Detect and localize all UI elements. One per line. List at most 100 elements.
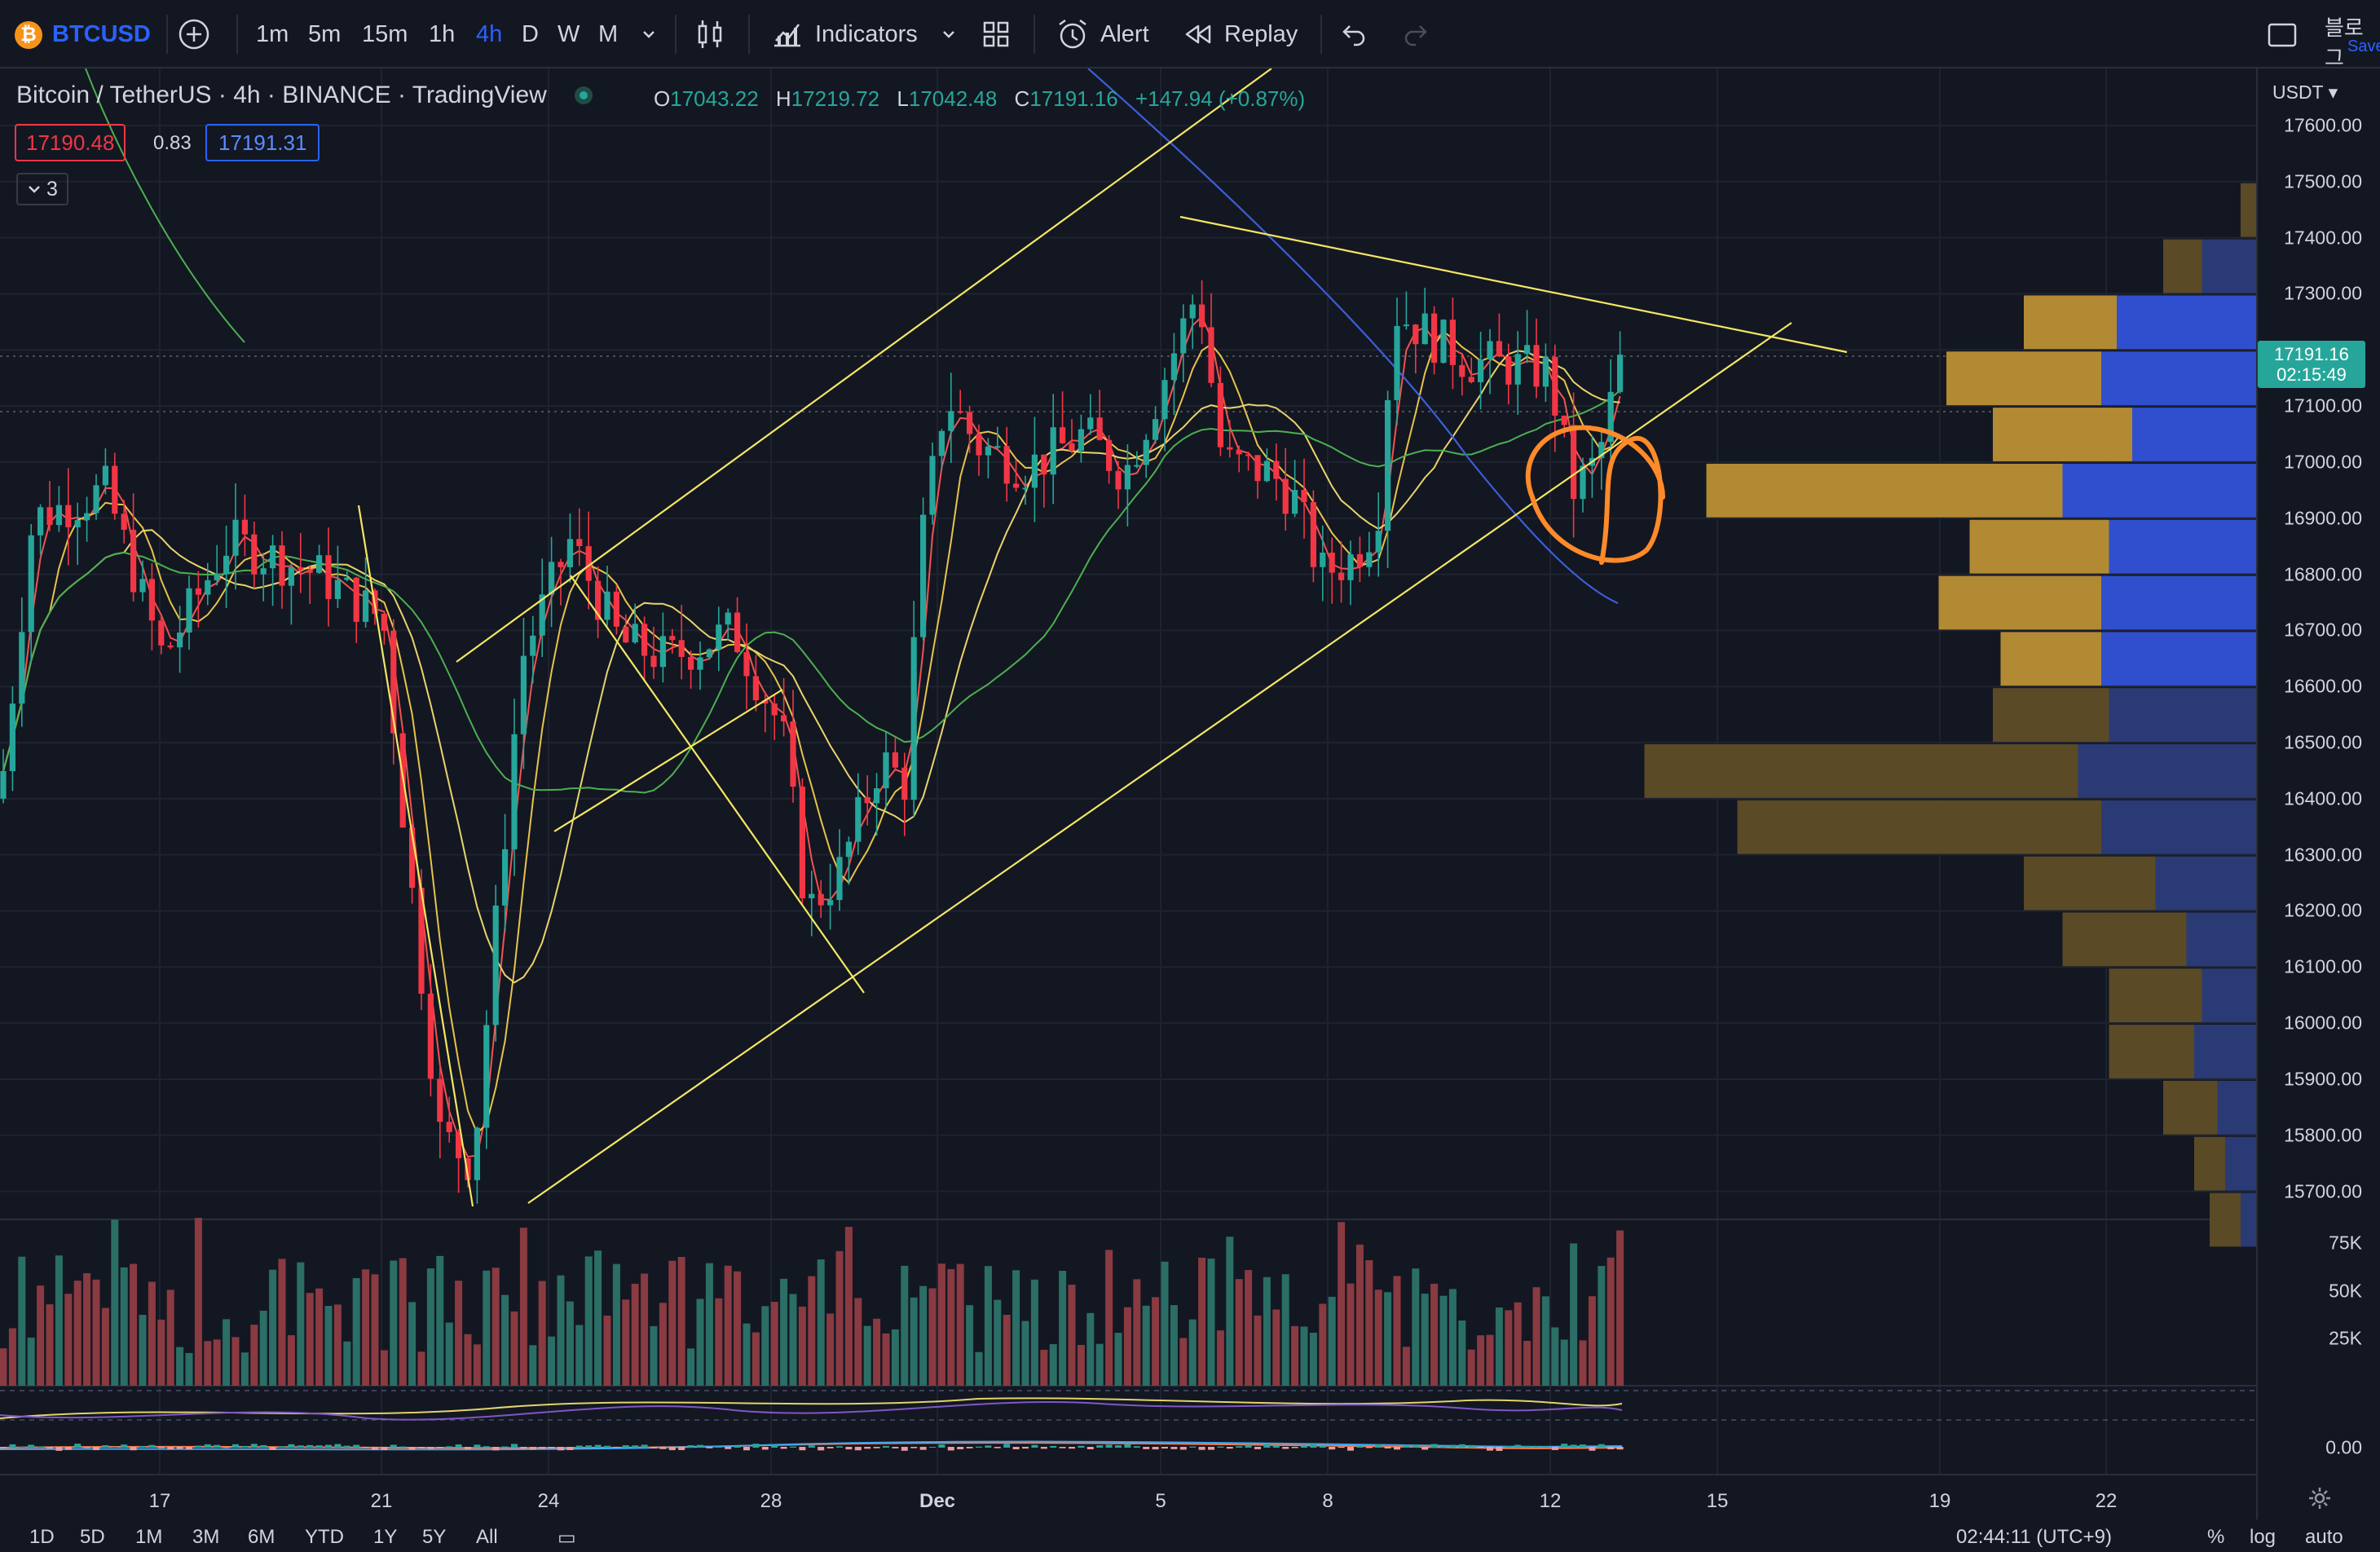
macd-histogram-bar bbox=[548, 1447, 555, 1448]
macd-histogram-bar bbox=[1115, 1445, 1122, 1448]
macd-histogram-bar bbox=[250, 1444, 258, 1448]
indicator-templates-chevron-icon[interactable] bbox=[939, 0, 959, 68]
calendar-icon[interactable]: ▭ bbox=[558, 1527, 576, 1549]
candle-body bbox=[167, 645, 174, 648]
interval-4h[interactable]: 4h bbox=[476, 20, 503, 47]
range-3m[interactable]: 3M bbox=[192, 1526, 220, 1548]
bottom-bar: 1D 5D 1M 3M 6M YTD 1Y 5Y All ▭ 02:44:11 … bbox=[0, 1519, 2380, 1552]
range-all[interactable]: All bbox=[476, 1526, 498, 1548]
alarm-clock-icon bbox=[1059, 19, 1086, 49]
macd-histogram-bar bbox=[910, 1447, 918, 1448]
vp-bar-sell bbox=[2109, 1025, 2194, 1078]
volume-bar bbox=[882, 1333, 890, 1386]
interval-1h[interactable]: 1h bbox=[429, 20, 456, 47]
macd-histogram-bar bbox=[1022, 1447, 1029, 1449]
price-chart[interactable] bbox=[0, 68, 2256, 1519]
symbol-search-button[interactable]: BTCUSD bbox=[52, 20, 151, 47]
macd-histogram-bar bbox=[1245, 1444, 1252, 1448]
volume-bar bbox=[519, 1228, 527, 1386]
macd-histogram-bar bbox=[1347, 1447, 1354, 1451]
candle-body bbox=[604, 591, 610, 620]
volume-bar bbox=[891, 1329, 899, 1386]
interval-dropdown-chevron-icon[interactable] bbox=[639, 0, 659, 68]
log-toggle[interactable]: log bbox=[2250, 1526, 2276, 1548]
macd-histogram-bar bbox=[1263, 1444, 1271, 1448]
indicators-collapse-button[interactable]: 3 bbox=[16, 173, 68, 205]
candle-body bbox=[650, 655, 657, 668]
range-6m[interactable]: 6M bbox=[248, 1526, 275, 1548]
vp-bar-sell bbox=[2241, 183, 2256, 237]
macd-histogram-bar bbox=[167, 1447, 174, 1450]
sell-price-button[interactable]: 17190.48 bbox=[15, 124, 126, 161]
candle-body bbox=[1487, 341, 1493, 359]
open-key: O bbox=[654, 86, 671, 111]
undo-button[interactable] bbox=[1340, 0, 1369, 68]
redo-button[interactable] bbox=[1400, 0, 1430, 68]
volume-tick: 25K bbox=[2329, 1327, 2362, 1349]
macd-histogram-bar bbox=[539, 1447, 546, 1449]
macd-histogram-bar bbox=[1329, 1447, 1336, 1450]
fullscreen-button[interactable] bbox=[2266, 0, 2298, 68]
interval-15m[interactable]: 15m bbox=[362, 20, 408, 47]
candle-body bbox=[985, 446, 991, 456]
macd-histogram-bar bbox=[1580, 1444, 1586, 1448]
vp-bar-buy bbox=[2241, 1193, 2256, 1247]
interval-w[interactable]: W bbox=[558, 20, 580, 47]
macd-histogram-bar bbox=[1523, 1445, 1531, 1448]
macd-histogram-bar bbox=[1078, 1445, 1085, 1448]
macd-histogram-bar bbox=[697, 1444, 703, 1448]
range-1d[interactable]: 1D bbox=[29, 1526, 55, 1548]
volume-bar bbox=[417, 1351, 425, 1386]
time-axis[interactable]: 17 21 24 28 Dec 5 8 12 15 19 22 bbox=[0, 1474, 2256, 1519]
volume-bar bbox=[1346, 1283, 1355, 1386]
percent-toggle[interactable]: % bbox=[2207, 1526, 2225, 1548]
interval-5m[interactable]: 5m bbox=[308, 20, 342, 47]
indicators-button[interactable]: Indicators bbox=[771, 0, 918, 68]
compare-add-button[interactable] bbox=[176, 0, 212, 68]
clock-label[interactable]: 02:44:11 (UTC+9) bbox=[1956, 1526, 2112, 1548]
candle-body bbox=[920, 514, 927, 637]
korean-label[interactable]: 블로그 bbox=[2325, 15, 2364, 70]
alert-button[interactable]: Alert bbox=[1055, 0, 1149, 68]
volume-bar bbox=[1309, 1333, 1317, 1386]
interval-m[interactable]: M bbox=[598, 20, 619, 47]
currency-selector[interactable]: USDT ▾ bbox=[2272, 82, 2338, 103]
symbol-legend[interactable]: Bitcoin / TetherUS · 4h · BINANCE · Trad… bbox=[16, 82, 593, 109]
candle-body bbox=[1199, 304, 1205, 328]
auto-toggle[interactable]: auto bbox=[2305, 1526, 2343, 1548]
candle-body bbox=[818, 893, 824, 906]
range-5d[interactable]: 5D bbox=[80, 1526, 105, 1548]
replay-button[interactable]: Replay bbox=[1182, 0, 1298, 68]
macd-histogram-bar bbox=[761, 1447, 769, 1450]
candle-body bbox=[1106, 439, 1113, 471]
volume-bar bbox=[223, 1319, 231, 1386]
macd-histogram-bar bbox=[1505, 1446, 1512, 1448]
chart-type-button[interactable] bbox=[694, 0, 727, 68]
save-label[interactable]: Save bbox=[2347, 37, 2380, 55]
candle-body bbox=[483, 1025, 490, 1128]
macd-histogram-bar bbox=[241, 1445, 249, 1448]
range-5y[interactable]: 5Y bbox=[422, 1526, 447, 1548]
macd-histogram-bar bbox=[186, 1447, 192, 1450]
time-tick: 15 bbox=[1706, 1490, 1729, 1512]
layout-grid-button[interactable] bbox=[980, 0, 1012, 68]
candle-body bbox=[864, 796, 870, 804]
macd-histogram-bar bbox=[1272, 1445, 1280, 1448]
candle-body bbox=[139, 579, 146, 593]
macd-histogram-bar bbox=[1551, 1447, 1558, 1450]
range-1y[interactable]: 1Y bbox=[373, 1526, 398, 1548]
buy-price-button[interactable]: 17191.31 bbox=[205, 124, 320, 161]
candle-body bbox=[9, 703, 15, 772]
interval-d[interactable]: D bbox=[522, 20, 539, 47]
price-axis[interactable]: USDT ▾ 17600.00 17500.00 17400.00 17300.00 1… bbox=[2256, 68, 2380, 1519]
candle-body bbox=[845, 841, 852, 858]
interval-1m[interactable]: 1m bbox=[256, 20, 289, 47]
macd-histogram-bar bbox=[1105, 1444, 1113, 1448]
macd-histogram-bar bbox=[1598, 1444, 1605, 1448]
volume-bar bbox=[166, 1290, 174, 1386]
vp-bar-buy bbox=[2202, 968, 2256, 1023]
chart-settings-gear-icon[interactable] bbox=[2307, 1485, 2333, 1515]
candle-body bbox=[1385, 399, 1391, 531]
range-ytd[interactable]: YTD bbox=[305, 1526, 344, 1548]
range-1m[interactable]: 1M bbox=[135, 1526, 163, 1548]
